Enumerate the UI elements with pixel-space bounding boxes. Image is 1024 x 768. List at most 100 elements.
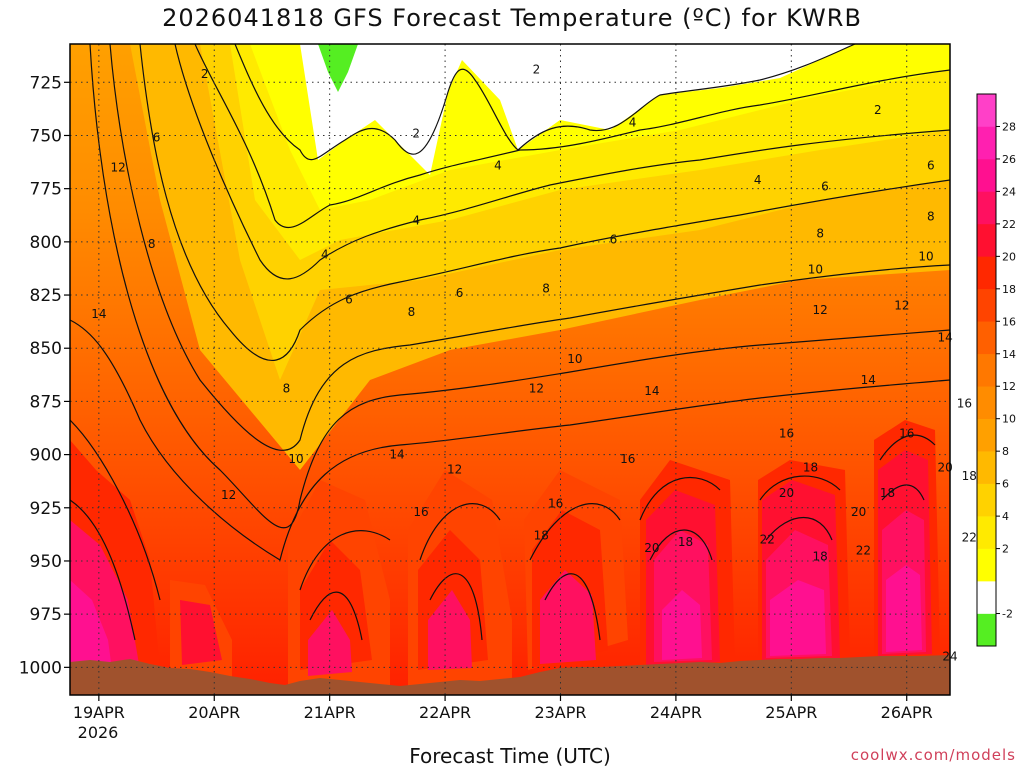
plot-frame xyxy=(69,43,951,696)
contour-label: 22 xyxy=(856,543,871,557)
contour-label: 20 xyxy=(779,486,794,500)
colorbar-bin xyxy=(977,516,996,549)
contour-label: 8 xyxy=(816,226,824,240)
colorbar-bin xyxy=(977,223,996,257)
contour-label: 16 xyxy=(779,426,794,440)
contour-label: 12 xyxy=(221,488,236,502)
colorbar-tick-label: 18 xyxy=(1002,283,1016,296)
contour-label: 22 xyxy=(760,533,775,547)
colorbar-bin xyxy=(977,451,996,484)
contour-label: 4 xyxy=(629,116,637,130)
contour-label: 14 xyxy=(861,373,876,387)
contour-label: 2 xyxy=(533,63,541,77)
contour-label: 20 xyxy=(938,460,953,474)
contour-label: 6 xyxy=(610,233,618,247)
contour-label: 12 xyxy=(447,462,462,476)
colorbar-tick-label: 8 xyxy=(1002,445,1009,458)
y-tick-label: 850 xyxy=(30,339,62,359)
chart-title: 2026041818 GFS Forecast Temperature (ºC)… xyxy=(162,4,862,32)
contour-label: 18 xyxy=(880,486,895,500)
contour-label: 14 xyxy=(91,307,106,321)
contour-label: 12 xyxy=(894,299,909,313)
y-axis: 725 750 775 800 825 850 875 900 925 950 975 1000 xyxy=(19,73,70,678)
contour-label: 14 xyxy=(644,384,659,398)
contour-label: 18 xyxy=(813,550,828,564)
contour-label: 10 xyxy=(288,452,303,466)
x-axis-label: Forecast Time (UTC) xyxy=(409,744,611,768)
y-tick-label: 875 xyxy=(30,392,62,412)
contour-label: 14 xyxy=(389,448,404,462)
contour-label: 8 xyxy=(927,209,935,223)
colorbar-tick-label: 22 xyxy=(1002,218,1016,231)
contour-label: 16 xyxy=(413,505,428,519)
colorbar-tick-label: 28 xyxy=(1002,120,1016,133)
y-tick-label: 825 xyxy=(30,286,62,306)
colorbar-bin xyxy=(977,126,996,160)
contour-label: 2 xyxy=(874,103,882,117)
x-axis: 2026 19APR 20APR 21APR 22APR 23APR 24APR 25APR… xyxy=(73,695,933,742)
colorbar-bin xyxy=(977,191,996,225)
colorbar-bin xyxy=(977,158,996,192)
contour-label: 16 xyxy=(620,452,635,466)
contour-label: 2 xyxy=(201,67,209,81)
x-year-label: 2026 xyxy=(78,723,119,742)
contour-label: 18 xyxy=(534,528,549,542)
colorbar-tick-label: 4 xyxy=(1002,510,1009,523)
colorbar-bin xyxy=(977,418,996,452)
x-tick-label: 19APR xyxy=(73,703,125,722)
contour-label: 4 xyxy=(754,173,762,187)
contour-label: 18 xyxy=(962,469,977,483)
y-tick-label: 750 xyxy=(30,126,62,146)
contour-label: 12 xyxy=(110,160,125,174)
contour-label: 6 xyxy=(153,131,161,145)
contour-label: 16 xyxy=(548,497,563,511)
contour-label: 8 xyxy=(148,237,156,251)
colorbar-bin xyxy=(977,288,996,322)
contour-label: 6 xyxy=(927,158,935,172)
y-tick-label: 900 xyxy=(30,446,62,466)
grid-lines xyxy=(70,44,950,695)
contour-lines xyxy=(70,44,950,641)
colorbar-bin xyxy=(977,94,996,127)
contour-label: 20 xyxy=(851,505,866,519)
contour-label: 6 xyxy=(821,180,829,194)
colorbar-bin xyxy=(977,613,996,647)
colorbar-tick-label: 26 xyxy=(1002,153,1016,166)
warm-layers xyxy=(70,420,940,690)
contour-label: 4 xyxy=(494,158,502,172)
colorbar-tick-label: -2 xyxy=(1002,608,1013,621)
contour-label: 2 xyxy=(412,126,420,140)
contour-label: 6 xyxy=(345,292,353,306)
y-tick-label: 950 xyxy=(30,552,62,572)
contour-label: 6 xyxy=(456,286,464,300)
x-tick-label: 22APR xyxy=(419,703,471,722)
contour-label: 16 xyxy=(899,426,914,440)
y-tick-label: 775 xyxy=(30,180,62,200)
y-tick-label: 1000 xyxy=(19,658,62,678)
y-tick-label: 975 xyxy=(30,605,62,625)
contour-label: 10 xyxy=(567,352,582,366)
colorbar-tick-label: 16 xyxy=(1002,315,1016,328)
colorbar-frame xyxy=(976,93,997,647)
contour-label: 8 xyxy=(408,305,416,319)
colorbar-bin xyxy=(977,548,996,582)
y-tick-label: 725 xyxy=(30,73,62,93)
contour-label: 8 xyxy=(542,282,550,296)
colorbar-tick-label: 14 xyxy=(1002,348,1016,361)
x-tick-label: 20APR xyxy=(188,703,240,722)
colorbar-tick-label: 20 xyxy=(1002,250,1016,263)
contour-label: 4 xyxy=(412,214,420,228)
x-tick-label: 25APR xyxy=(765,703,817,722)
contour-label: 8 xyxy=(283,382,291,396)
source-credit: coolwx.com/models xyxy=(850,746,1016,764)
colorbar-tick-label: 10 xyxy=(1002,413,1016,426)
contour-label: 12 xyxy=(529,382,544,396)
contour-label: 10 xyxy=(918,250,933,264)
contour-label: 14 xyxy=(938,331,953,345)
x-tick-label: 24APR xyxy=(650,703,702,722)
x-tick-label: 23APR xyxy=(534,703,586,722)
colorbar-bin xyxy=(977,386,996,420)
